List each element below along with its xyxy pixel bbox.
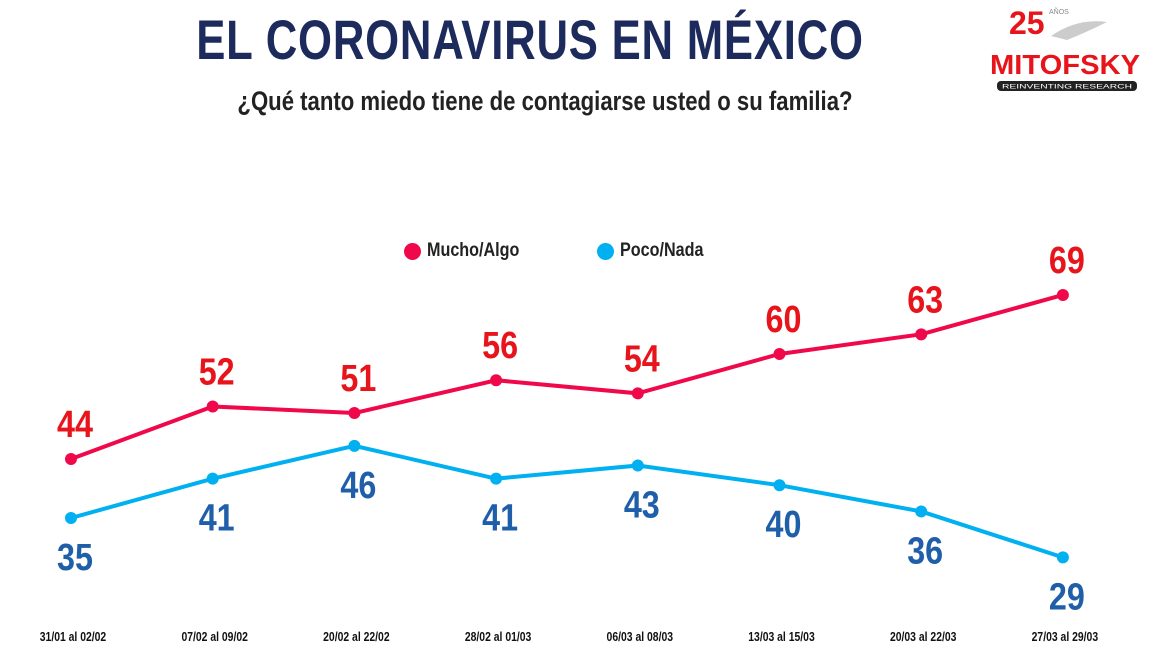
x-tick-label: 20/02 al 22/02 (323, 630, 390, 644)
x-tick-label: 28/02 al 01/03 (465, 630, 532, 644)
data-point (206, 472, 219, 485)
series-line-0 (70, 293, 1064, 461)
logo-tagline: REINVENTING RESEARCH (1002, 84, 1132, 91)
page-title: EL CORONAVIRUS EN MÉXICO (196, 8, 864, 71)
data-point (773, 479, 786, 492)
data-label: 51 (340, 358, 376, 400)
data-label: 40 (766, 504, 802, 546)
data-point (915, 328, 928, 341)
legend-marker (597, 242, 614, 260)
data-label: 60 (766, 299, 802, 341)
legend-item-poco-nada: Poco/Nada (597, 240, 718, 262)
data-point (65, 452, 77, 465)
logo-anos: AÑOS (1049, 7, 1069, 16)
data-point (773, 348, 786, 360)
logo-years: 25 (1009, 5, 1045, 41)
logo-tagline-bar (997, 81, 1137, 91)
legend-label: Poco/Nada (620, 240, 704, 261)
data-point (631, 387, 644, 400)
data-label: 52 (199, 351, 235, 393)
logo-swoosh-icon (1051, 21, 1107, 40)
data-point (348, 439, 361, 452)
legend-item-mucho-algo: Mucho/Algo (404, 240, 536, 262)
legend-marker (404, 242, 421, 260)
data-label: 43 (624, 484, 660, 526)
data-point (1056, 551, 1069, 564)
data-label: 63 (907, 279, 943, 321)
data-label: 56 (482, 325, 518, 367)
data-point (1056, 288, 1069, 301)
data-label: 36 (907, 530, 943, 572)
data-point (65, 512, 77, 524)
mitofsky-logo: 25 AÑOS MITOFSKY REINVENTING RESEARCH (990, 5, 1140, 91)
data-point (915, 505, 928, 518)
data-label: 29 (1049, 576, 1085, 618)
data-label: 35 (57, 537, 93, 579)
data-label: 69 (1049, 240, 1085, 282)
data-point (490, 374, 503, 387)
x-tick-label: 13/03 al 15/03 (748, 630, 815, 644)
x-tick-label: 27/03 al 29/03 (1032, 630, 1099, 644)
data-label: 41 (199, 497, 235, 539)
x-tick-label: 20/03 al 22/03 (890, 630, 957, 644)
data-point (206, 400, 219, 413)
series-line-1 (70, 443, 1064, 560)
data-point (631, 459, 644, 472)
data-label: 44 (57, 404, 93, 446)
x-tick-label: 31/01 al 02/02 (40, 630, 107, 644)
legend-label: Mucho/Algo (427, 240, 520, 261)
data-point (490, 472, 503, 485)
data-label: 41 (482, 497, 518, 539)
x-tick-label: 07/02 al 09/02 (181, 630, 248, 644)
logo-brand: MITOFSKY (990, 49, 1140, 80)
data-label: 46 (340, 464, 376, 506)
page-subtitle: ¿Qué tanto miedo tiene de contagiarse us… (237, 86, 853, 116)
data-point (348, 407, 361, 420)
data-label: 54 (624, 338, 660, 380)
x-tick-label: 06/03 al 08/03 (607, 630, 674, 644)
